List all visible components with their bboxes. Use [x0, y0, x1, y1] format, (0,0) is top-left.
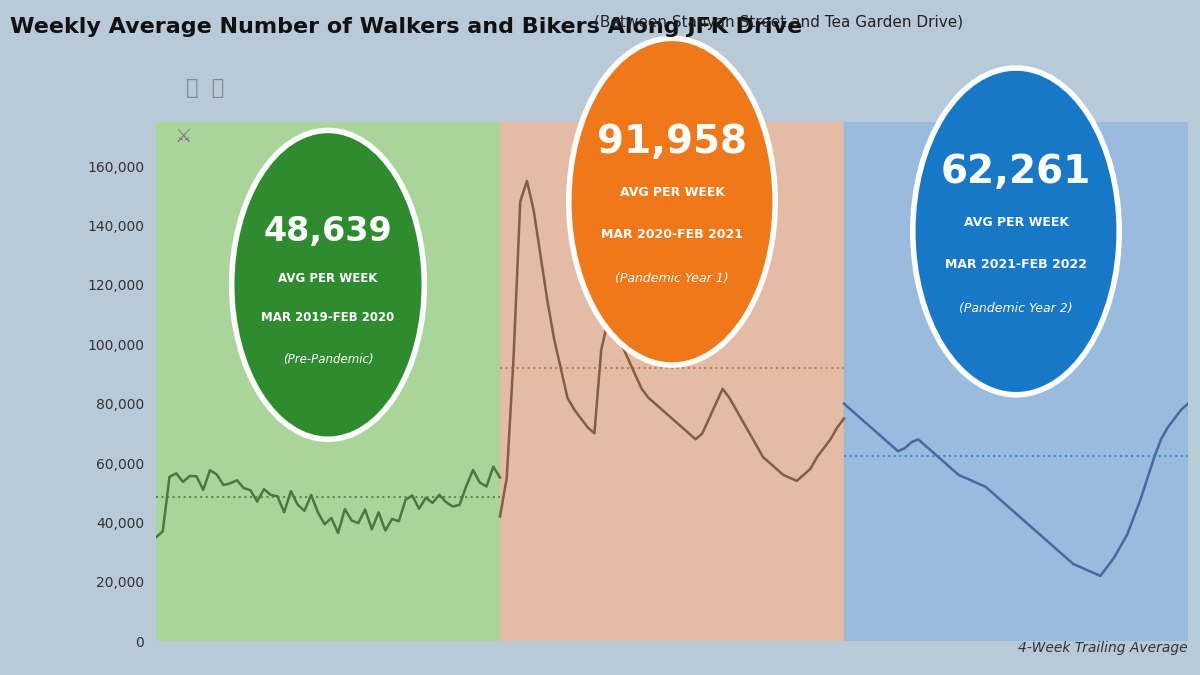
Ellipse shape [232, 130, 425, 439]
Text: (Pre-Pandemic): (Pre-Pandemic) [283, 352, 373, 366]
Text: Weekly Average Number of Walkers and Bikers Along JFK Drive: Weekly Average Number of Walkers and Bik… [10, 17, 802, 37]
Ellipse shape [913, 68, 1120, 395]
Text: 62,261: 62,261 [941, 153, 1091, 191]
Text: AVG PER WEEK: AVG PER WEEK [619, 186, 725, 199]
Text: (Between Stanyan Street and Tea Garden Drive): (Between Stanyan Street and Tea Garden D… [594, 15, 962, 30]
Text: MAR 2021-FEB 2022: MAR 2021-FEB 2022 [946, 258, 1087, 271]
Text: (Pandemic Year 1): (Pandemic Year 1) [616, 273, 728, 286]
Ellipse shape [569, 38, 775, 365]
Bar [156, 122, 500, 641]
Text: Weekly Average Number of Walkers and Bikers Along JFK Drive  (Between Stanyan St: Weekly Average Number of Walkers and Bik… [10, 17, 1200, 37]
Text: 🚶  🚴: 🚶 🚴 [186, 78, 224, 98]
Text: AVG PER WEEK: AVG PER WEEK [278, 273, 378, 286]
Bar [500, 122, 844, 641]
Text: 91,958: 91,958 [598, 124, 746, 161]
Text: 48,639: 48,639 [264, 215, 392, 248]
Text: 4-Week Trailing Average: 4-Week Trailing Average [1019, 641, 1188, 655]
Text: AVG PER WEEK: AVG PER WEEK [964, 216, 1068, 229]
Bar [844, 122, 1188, 641]
Text: (Pandemic Year 2): (Pandemic Year 2) [959, 302, 1073, 315]
Text: MAR 2020-FEB 2021: MAR 2020-FEB 2021 [601, 228, 743, 241]
Text: ⚔: ⚔ [175, 128, 192, 146]
Text: MAR 2019-FEB 2020: MAR 2019-FEB 2020 [262, 311, 395, 324]
